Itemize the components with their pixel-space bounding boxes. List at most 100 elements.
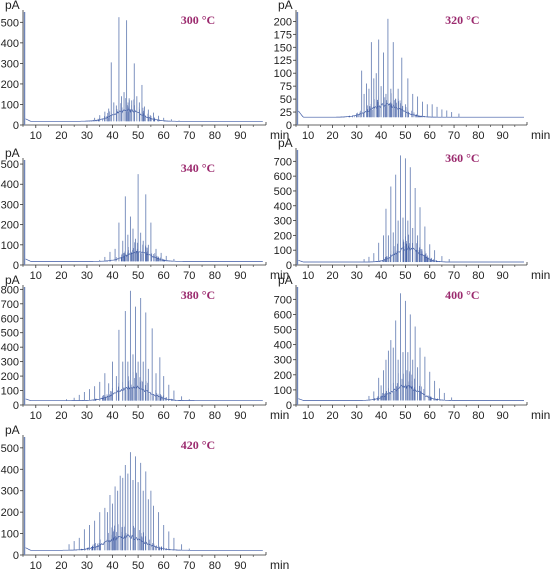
panel-temperature-label: 420 °C	[181, 438, 215, 452]
x-tick-label: 30	[81, 560, 93, 571]
x-tick-label: 50	[132, 410, 144, 422]
x-tick-label: 30	[351, 130, 363, 142]
x-axis-unit: min	[270, 558, 289, 571]
y-tick-label: 175	[274, 29, 292, 41]
x-tick-label: 80	[209, 270, 221, 282]
y-tick-label: 500	[1, 17, 19, 29]
y-axis-unit: pA	[5, 273, 20, 287]
x-axis-unit: min	[270, 408, 289, 422]
y-tick-label: 0	[13, 260, 19, 272]
x-tick-label: 50	[132, 270, 144, 282]
x-tick-label: 30	[81, 270, 93, 282]
x-tick-label: 30	[81, 410, 93, 422]
x-tick-label: 90	[234, 130, 246, 142]
y-tick-label: 100	[1, 529, 19, 541]
y-tick-label: 25	[280, 107, 292, 119]
x-tick-label: 70	[448, 130, 460, 142]
chart-panel-2: 10 20 30 40 50 60 70 80 900100200300400500pAmin3…	[1, 146, 290, 282]
y-tick-label: 200	[1, 220, 19, 232]
x-tick-label: 70	[183, 560, 195, 571]
y-tick-label: 300	[1, 199, 19, 211]
x-tick-label: 80	[209, 130, 221, 142]
x-tick-label: 40	[106, 130, 118, 142]
y-tick-label: 400	[274, 340, 292, 352]
y-tick-label: 0	[13, 120, 19, 132]
x-tick-label: 80	[472, 410, 484, 422]
x-axis-unit: min	[531, 128, 550, 142]
y-axis-unit: pA	[5, 0, 20, 12]
chart-panel-5: 10 20 30 40 50 60 70 80 90 0 100 200 300 400 500 600 700…	[274, 273, 550, 422]
x-tick-label: 60	[158, 270, 170, 282]
chromatogram-baseline-trace	[25, 534, 263, 551]
x-tick-label: 20	[55, 130, 67, 142]
y-tick-label: 150	[274, 42, 292, 54]
x-tick-label: 40	[106, 560, 118, 571]
y-tick-label: 0	[286, 260, 292, 272]
x-tick-label: 10	[30, 410, 42, 422]
y-tick-label: 100	[274, 245, 292, 257]
y-tick-label: 200	[1, 371, 19, 383]
x-tick-label: 90	[234, 410, 246, 422]
x-tick-label: 90	[497, 130, 509, 142]
x-tick-label: 50	[399, 130, 411, 142]
y-tick-label: 600	[274, 171, 292, 183]
y-tick-label: 0	[286, 400, 292, 412]
y-tick-label: 800	[1, 284, 19, 296]
chromatogram-baseline-trace	[298, 245, 524, 263]
chart-panel-3: 10 20 30 40 50 60 70 80 90 0 100 200 300 400 500 600 700…	[274, 136, 550, 282]
x-tick-label: 60	[158, 130, 170, 142]
panel-temperature-label: 320 °C	[445, 13, 479, 27]
panel-temperature-label: 380 °C	[181, 288, 215, 302]
panel-temperature-label: 340 °C	[181, 161, 215, 175]
x-axis-unit: min	[270, 268, 289, 282]
x-tick-label: 10	[30, 270, 42, 282]
x-tick-label: 30	[351, 410, 363, 422]
x-tick-label: 60	[158, 410, 170, 422]
x-tick-label: 20	[326, 410, 338, 422]
x-tick-label: 70	[183, 410, 195, 422]
y-tick-label: 400	[1, 38, 19, 50]
x-tick-label: 70	[448, 410, 460, 422]
x-axis-unit: min	[531, 408, 550, 422]
y-tick-label: 400	[1, 179, 19, 191]
x-tick-label: 60	[424, 130, 436, 142]
y-tick-label: 300	[274, 355, 292, 367]
y-axis-unit: pA	[5, 146, 20, 160]
y-tick-label: 100	[1, 99, 19, 111]
chromatogram-baseline-trace	[25, 250, 263, 262]
chart-panel-6: 10 20 30 40 50 60 70 80 90 0 100 200 300 400 500 pA min 4…	[1, 423, 290, 571]
x-tick-label: 70	[448, 270, 460, 282]
y-tick-label: 75	[280, 81, 292, 93]
y-tick-label: 0	[13, 550, 19, 562]
y-tick-label: 700	[274, 156, 292, 168]
x-tick-label: 40	[375, 130, 387, 142]
y-tick-label: 200	[1, 507, 19, 519]
x-tick-label: 30	[351, 270, 363, 282]
x-tick-label: 60	[424, 410, 436, 422]
panel-temperature-label: 400 °C	[445, 288, 479, 302]
x-tick-label: 20	[55, 560, 67, 571]
y-tick-label: 400	[1, 342, 19, 354]
x-tick-label: 80	[209, 410, 221, 422]
x-tick-label: 90	[497, 270, 509, 282]
y-axis-unit: pA	[278, 0, 293, 12]
y-tick-label: 200	[274, 230, 292, 242]
y-tick-label: 600	[1, 313, 19, 325]
x-tick-label: 10	[302, 270, 314, 282]
x-tick-label: 50	[132, 560, 144, 571]
chart-panel-4: 10 20 30 40 50 60 70 80 900100200300400500600700…	[1, 273, 290, 422]
x-tick-label: 90	[234, 270, 246, 282]
x-tick-label: 10	[302, 410, 314, 422]
y-tick-label: 300	[1, 486, 19, 498]
y-tick-label: 200	[274, 16, 292, 28]
x-tick-label: 20	[326, 270, 338, 282]
y-tick-label: 700	[274, 294, 292, 306]
x-tick-label: 70	[183, 270, 195, 282]
y-tick-label: 200	[274, 370, 292, 382]
y-tick-label: 400	[1, 464, 19, 476]
y-tick-label: 200	[1, 79, 19, 91]
x-tick-label: 20	[55, 410, 67, 422]
x-tick-label: 50	[399, 270, 411, 282]
y-axis-unit: pA	[278, 136, 293, 150]
